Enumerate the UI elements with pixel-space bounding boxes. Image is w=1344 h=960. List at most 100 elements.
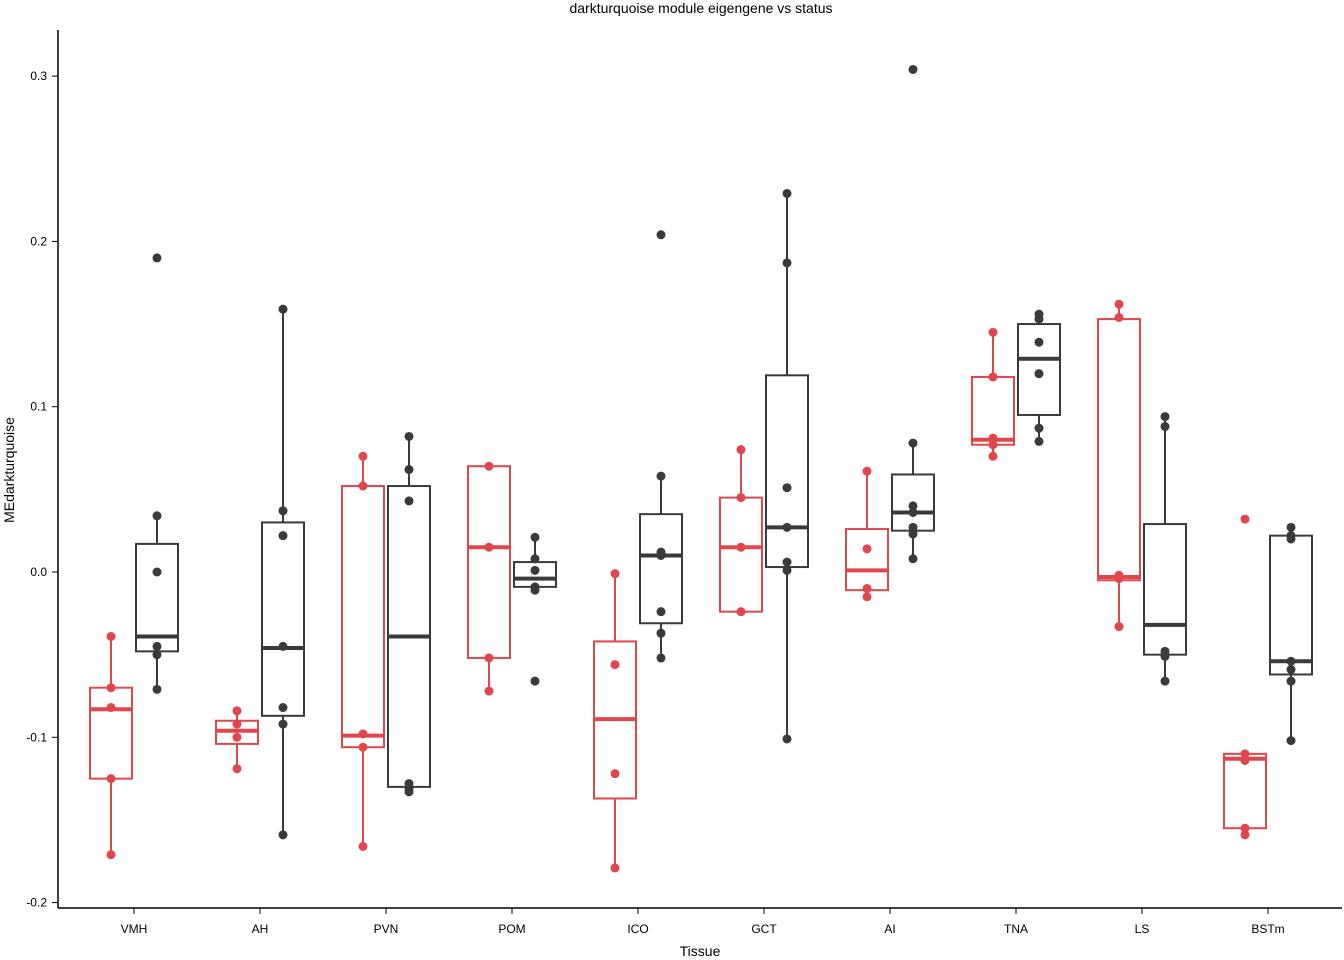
data-point — [988, 327, 998, 337]
x-tick-label: GCT — [751, 922, 777, 936]
box-iqr — [1097, 318, 1141, 582]
data-point — [1034, 314, 1044, 324]
x-tick-label: PVN — [374, 922, 399, 936]
data-point — [656, 471, 666, 481]
data-point — [1240, 755, 1250, 765]
data-point — [610, 660, 620, 670]
data-point — [232, 706, 242, 716]
data-point — [610, 569, 620, 579]
data-point — [404, 787, 414, 797]
data-point — [1160, 422, 1170, 432]
data-point — [1240, 830, 1250, 840]
data-point — [278, 830, 288, 840]
x-tick-label: BSTm — [1251, 922, 1284, 936]
y-tick-label: 0.3 — [30, 69, 47, 83]
box-gct-dark — [765, 193, 809, 739]
box-pom-dark — [513, 537, 557, 591]
data-point — [736, 607, 746, 617]
data-point — [358, 729, 368, 739]
data-point — [1160, 651, 1170, 661]
data-point — [656, 550, 666, 560]
box-iqr — [719, 496, 763, 613]
data-point — [988, 372, 998, 382]
data-point — [782, 188, 792, 198]
box-ah-dark — [261, 309, 305, 835]
data-point — [152, 253, 162, 263]
box-pvn-red — [341, 456, 385, 847]
box-iqr — [1269, 534, 1313, 676]
x-axis-label: Tissue — [680, 943, 721, 959]
x-tick-label: LS — [1135, 922, 1150, 936]
data-point — [152, 511, 162, 521]
data-point — [610, 769, 620, 779]
box-iqr — [639, 513, 683, 625]
data-point — [106, 631, 116, 641]
x-axis-ticks: VMH AH PVN POM ICO GCT AI TNA LS BSTm — [121, 908, 1285, 936]
data-point — [278, 531, 288, 541]
data-point — [1286, 676, 1296, 686]
data-point — [152, 684, 162, 694]
data-point — [1114, 574, 1124, 584]
box-iqr — [261, 521, 305, 717]
x-tick-label: AH — [252, 922, 269, 936]
data-point — [1034, 436, 1044, 446]
data-point — [404, 465, 414, 475]
data-point — [358, 742, 368, 752]
y-axis-ticks: -0.2 -0.1 0.0 0.1 0.2 0.3 — [26, 69, 58, 910]
data-point — [782, 557, 792, 567]
data-point — [106, 683, 116, 693]
box-pom-red — [467, 465, 511, 692]
data-point — [232, 732, 242, 742]
data-point — [232, 764, 242, 774]
data-point — [106, 703, 116, 713]
y-tick-label: 0.0 — [30, 565, 47, 579]
data-point — [278, 506, 288, 516]
data-point — [908, 554, 918, 564]
data-point — [908, 438, 918, 448]
data-point — [1114, 299, 1124, 309]
x-tick-label: TNA — [1004, 922, 1028, 936]
box-iqr — [341, 485, 385, 749]
x-tick-label: VMH — [121, 922, 148, 936]
data-point — [278, 641, 288, 651]
data-point — [1160, 412, 1170, 422]
box-ai-red — [845, 471, 889, 597]
data-point — [782, 258, 792, 268]
data-point — [736, 493, 746, 503]
data-point — [530, 676, 540, 686]
data-point — [484, 686, 494, 696]
data-point — [484, 653, 494, 663]
box-ico-red — [593, 573, 637, 868]
data-point — [530, 585, 540, 595]
y-tick-label: -0.2 — [26, 896, 47, 910]
data-point — [908, 522, 918, 532]
data-point — [1034, 423, 1044, 433]
data-point — [152, 641, 162, 651]
data-point — [862, 584, 872, 594]
data-point — [106, 850, 116, 860]
data-point — [782, 565, 792, 575]
data-point — [152, 567, 162, 577]
data-point — [1286, 656, 1296, 666]
data-point — [908, 501, 918, 511]
data-point — [862, 544, 872, 554]
data-point — [484, 461, 494, 471]
box-ico-dark — [639, 476, 683, 658]
data-point — [908, 529, 918, 539]
data-point — [530, 554, 540, 564]
data-point — [988, 451, 998, 461]
y-tick-label: 0.1 — [30, 400, 47, 414]
data-point — [484, 542, 494, 552]
data-point — [988, 440, 998, 450]
data-point — [782, 522, 792, 532]
y-tick-label: -0.1 — [26, 730, 47, 744]
data-point — [988, 433, 998, 443]
x-tick-label: AI — [884, 922, 895, 936]
data-point — [610, 863, 620, 873]
data-point — [278, 304, 288, 314]
box-iqr — [765, 374, 809, 569]
box-bstm-dark — [1269, 527, 1313, 741]
data-point — [1114, 312, 1124, 322]
box-iqr — [971, 375, 1015, 446]
